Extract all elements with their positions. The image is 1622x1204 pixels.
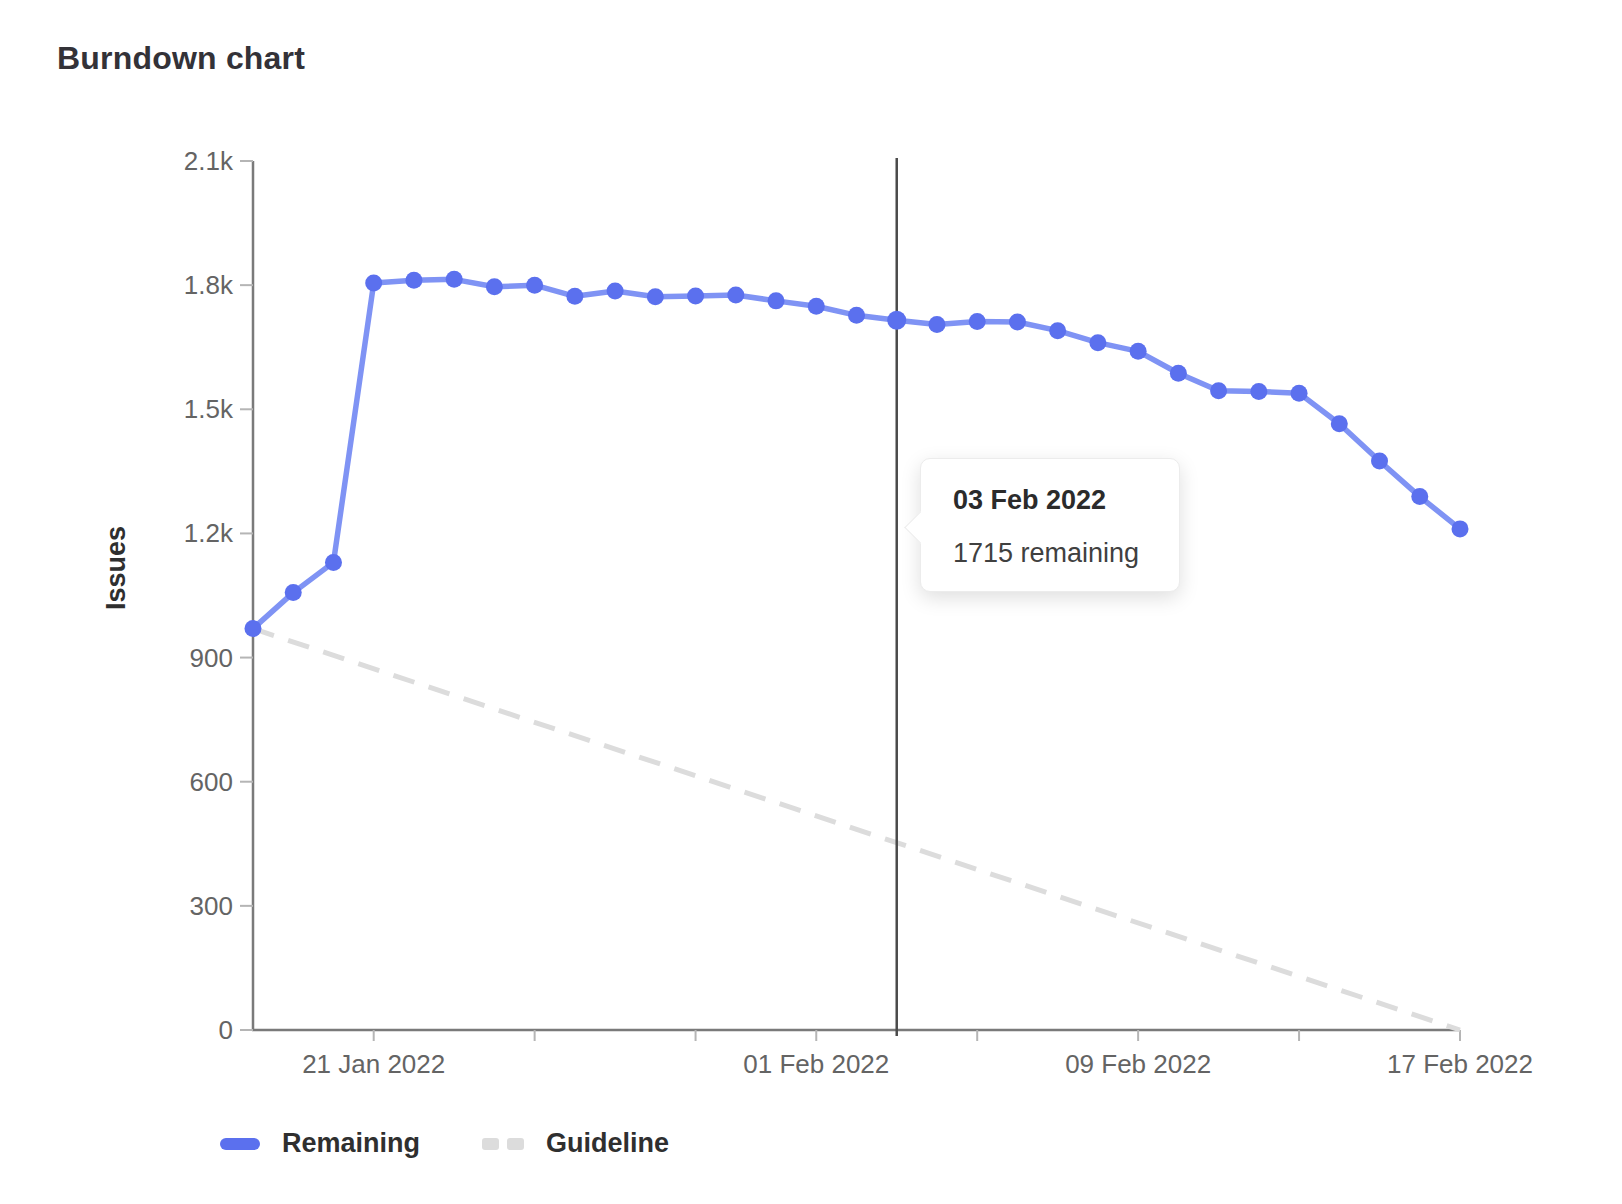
remaining-data-point[interactable]	[325, 554, 342, 571]
legend-label-remaining: Remaining	[282, 1128, 420, 1159]
chart-legend: Remaining Guideline	[220, 1128, 669, 1159]
remaining-data-point[interactable]	[1371, 453, 1388, 470]
guideline-series-swatch-icon	[482, 1138, 524, 1150]
y-tick-label: 1.2k	[184, 518, 234, 548]
remaining-data-point[interactable]	[365, 275, 382, 292]
tooltip-remaining-value: 1715 remaining	[953, 537, 1147, 569]
y-tick-label: 300	[190, 891, 233, 921]
remaining-data-point[interactable]	[285, 584, 302, 601]
remaining-series-swatch-icon	[220, 1138, 260, 1150]
burndown-chart-page: Burndown chart Issues 2.1k1.8k1.5k1.2k90…	[0, 0, 1622, 1204]
guideline-line	[253, 629, 1460, 1030]
remaining-data-point[interactable]	[1331, 415, 1348, 432]
y-tick-label: 2.1k	[184, 146, 234, 176]
remaining-data-point[interactable]	[446, 271, 463, 288]
y-tick-label: 1.8k	[184, 270, 234, 300]
tooltip-date: 03 Feb 2022	[953, 484, 1147, 516]
y-tick-label: 600	[190, 767, 233, 797]
burndown-chart-canvas: 2.1k 1.8k 1.5k 1.2k 900 600 300 0 21 Jan 2022 01 …	[0, 0, 1622, 1204]
remaining-data-point[interactable]	[566, 288, 583, 305]
remaining-data-point[interactable]	[768, 292, 785, 309]
x-tick-label: 01 Feb 2022	[743, 1049, 889, 1079]
remaining-data-point[interactable]	[1411, 488, 1428, 505]
remaining-data-point[interactable]	[848, 307, 865, 324]
remaining-data-point[interactable]	[969, 313, 986, 330]
chart-tooltip: 03 Feb 2022 1715 remaining	[920, 458, 1180, 592]
remaining-line	[253, 279, 1460, 628]
remaining-data-point[interactable]	[1130, 343, 1147, 360]
remaining-data-point[interactable]	[1210, 382, 1227, 399]
remaining-data-point[interactable]	[647, 288, 664, 305]
x-tick-label: 21 Jan 2022	[302, 1049, 445, 1079]
remaining-data-point[interactable]	[486, 278, 503, 295]
remaining-data-point[interactable]	[1049, 322, 1066, 339]
x-tick-label: 17 Feb 2022	[1387, 1049, 1533, 1079]
remaining-data-point[interactable]	[727, 287, 744, 304]
remaining-data-point[interactable]	[1089, 334, 1106, 351]
legend-item-remaining[interactable]: Remaining	[220, 1128, 420, 1159]
legend-label-guideline: Guideline	[546, 1128, 669, 1159]
remaining-data-point[interactable]	[526, 277, 543, 294]
remaining-data-point[interactable]	[808, 298, 825, 315]
y-tick-label: 1.5k	[184, 394, 234, 424]
remaining-data-point[interactable]	[1009, 313, 1026, 330]
y-tick-label: 0	[219, 1015, 233, 1045]
remaining-data-point[interactable]	[245, 620, 262, 637]
remaining-data-point[interactable]	[1291, 385, 1308, 402]
legend-item-guideline[interactable]: Guideline	[482, 1128, 669, 1159]
remaining-data-point[interactable]	[1452, 520, 1469, 537]
y-tick-label: 900	[190, 643, 233, 673]
remaining-data-point[interactable]	[1170, 365, 1187, 382]
x-tick-label: 09 Feb 2022	[1065, 1049, 1211, 1079]
remaining-data-point[interactable]	[405, 272, 422, 289]
remaining-data-point[interactable]	[1250, 383, 1267, 400]
remaining-data-point[interactable]	[687, 287, 704, 304]
remaining-data-point[interactable]	[887, 311, 906, 330]
remaining-data-point[interactable]	[607, 282, 624, 299]
remaining-data-point[interactable]	[928, 316, 945, 333]
